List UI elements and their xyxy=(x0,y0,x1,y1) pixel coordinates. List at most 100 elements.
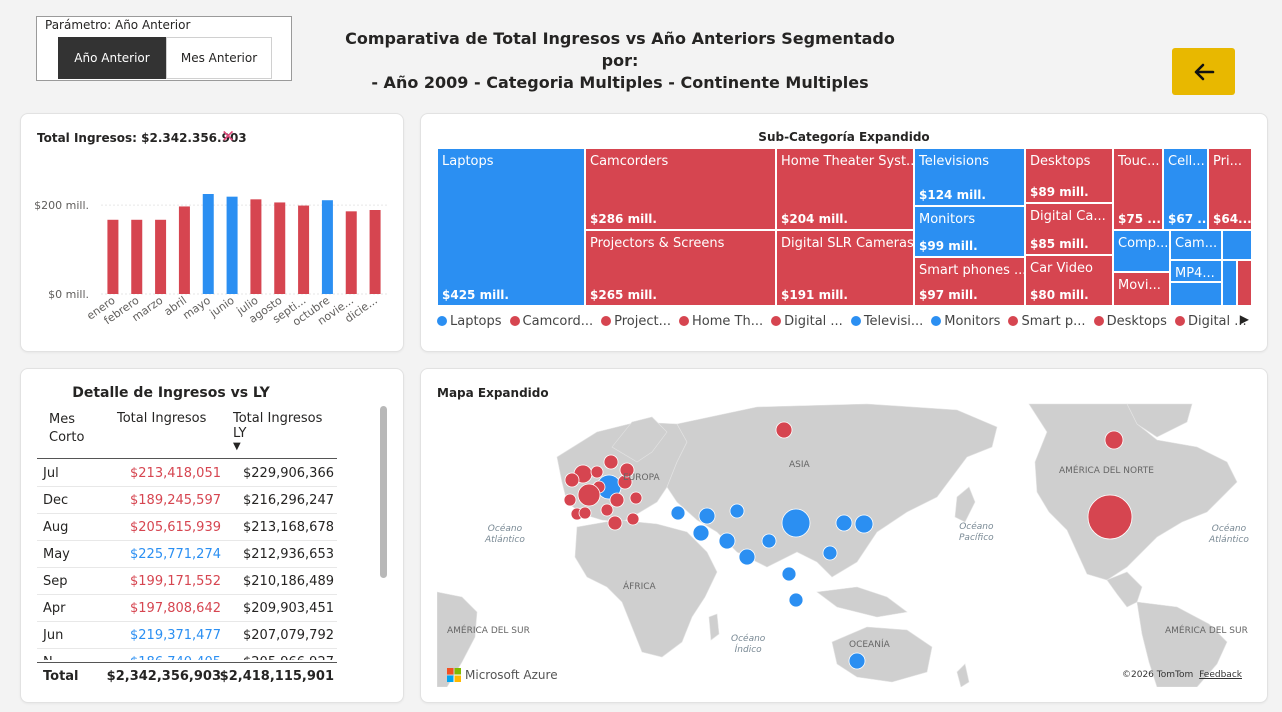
table-row[interactable]: Sep $199,171,552 $210,186,489 xyxy=(37,568,337,595)
map-bubble[interactable] xyxy=(781,508,811,538)
legend-item[interactable]: Project... xyxy=(601,314,671,329)
treemap-tile[interactable]: Smart phones ... $97 mill. xyxy=(914,257,1025,306)
treemap-tile[interactable]: Cam... xyxy=(1170,230,1222,260)
bar[interactable] xyxy=(298,205,310,294)
map-bubble[interactable] xyxy=(729,503,745,519)
treemap-tile[interactable]: Televisions $124 mill. xyxy=(914,148,1025,206)
treemap-tile[interactable]: Digital SLR Cameras $191 mill. xyxy=(776,230,914,306)
back-button[interactable] xyxy=(1172,48,1235,95)
treemap-tile[interactable]: Home Theater Syst... $204 mill. xyxy=(776,148,914,230)
legend-label: Monitors xyxy=(944,314,1001,329)
cell-ingresos: $199,171,552 xyxy=(130,574,221,589)
map-bubble[interactable] xyxy=(619,462,635,478)
legend-item[interactable]: Digital ... xyxy=(1174,314,1247,329)
bar[interactable] xyxy=(107,219,119,294)
total-ingresos: $2,342,356,903 xyxy=(106,669,221,684)
map-bubble[interactable] xyxy=(629,491,643,505)
map-bubble[interactable] xyxy=(670,505,686,521)
map-bubble[interactable] xyxy=(607,515,623,531)
map-bubble[interactable] xyxy=(1087,494,1133,540)
map-bubble[interactable] xyxy=(788,592,804,608)
treemap-tile[interactable]: Touc... $75 ... xyxy=(1113,148,1163,230)
legend-item[interactable]: Televisi... xyxy=(850,314,923,329)
map-bubble[interactable] xyxy=(738,548,756,566)
treemap-tile[interactable]: Pri... $64... xyxy=(1208,148,1252,230)
table-row[interactable]: Aug $205,615,939 $213,168,678 xyxy=(37,514,337,541)
bar[interactable] xyxy=(155,219,167,294)
treemap-tile[interactable]: Car Video $80 mill. xyxy=(1025,255,1113,306)
header-mes-corto[interactable]: Mes Corto xyxy=(49,411,84,447)
bar[interactable] xyxy=(226,196,238,294)
treemap-tile[interactable] xyxy=(1222,260,1237,306)
bar[interactable] xyxy=(202,194,214,294)
bar[interactable] xyxy=(369,210,381,294)
cell-ingresos-ly: $209,903,451 xyxy=(243,601,334,616)
map-bubble[interactable] xyxy=(564,472,580,488)
bar[interactable] xyxy=(274,202,286,294)
legend-item[interactable]: Desktops xyxy=(1093,314,1167,329)
map-bubble[interactable] xyxy=(781,566,797,582)
bar[interactable] xyxy=(250,199,262,294)
header-total-ingresos-ly[interactable]: Total Ingresos LY xyxy=(233,411,323,441)
map-bubble[interactable] xyxy=(822,545,838,561)
treemap-tile[interactable] xyxy=(1237,260,1252,306)
treemap-tile[interactable] xyxy=(1170,282,1222,306)
legend-item[interactable]: Home Th... xyxy=(679,314,763,329)
bar[interactable] xyxy=(131,219,143,294)
feedback-link[interactable]: Feedback xyxy=(1199,670,1242,680)
tile-name: Movi... xyxy=(1118,278,1161,293)
map-bubble[interactable] xyxy=(600,503,614,517)
map-bubble[interactable] xyxy=(603,454,619,470)
map-bubble[interactable] xyxy=(626,512,640,526)
bar[interactable] xyxy=(321,200,333,294)
map-bubble[interactable] xyxy=(775,421,793,439)
legend-item[interactable]: Laptops xyxy=(437,314,502,329)
option-mes-anterior-button[interactable]: Mes Anterior xyxy=(166,37,272,79)
table-scrollbar[interactable] xyxy=(380,406,387,578)
table-row[interactable]: May $225,771,274 $212,936,653 xyxy=(37,541,337,568)
table-row[interactable]: Dec $189,245,597 $216,296,247 xyxy=(37,487,337,514)
header-total-ingresos[interactable]: Total Ingresos xyxy=(117,411,207,426)
treemap-tile[interactable]: Digital Ca... $85 mill. xyxy=(1025,203,1113,255)
map-bubble[interactable] xyxy=(835,514,853,532)
treemap-tile[interactable]: Desktops $89 mill. xyxy=(1025,148,1113,203)
option-ano-anterior-button[interactable]: Año Anterior xyxy=(58,37,166,79)
treemap-tile[interactable]: Projectors & Screens $265 mill. xyxy=(585,230,776,306)
treemap-tile[interactable]: Camcorders $286 mill. xyxy=(585,148,776,230)
legend-next-arrow-icon[interactable]: ▶ xyxy=(1239,312,1249,326)
bar[interactable] xyxy=(345,211,357,294)
legend-item[interactable]: Digital ... xyxy=(771,314,843,329)
treemap-tile[interactable]: Comp... xyxy=(1113,230,1170,272)
map-bubble[interactable] xyxy=(698,507,716,525)
legend-item[interactable]: Monitors xyxy=(931,314,1000,329)
close-x-icon[interactable]: ✕ xyxy=(221,127,236,147)
microsoft-azure-logo: Microsoft Azure xyxy=(447,668,558,682)
treemap-tile[interactable]: Monitors $99 mill. xyxy=(914,206,1025,257)
table-row[interactable]: N... $186,740,405 $205,966,927 xyxy=(37,649,337,660)
table-row[interactable]: Apr $197,808,642 $209,903,451 xyxy=(37,595,337,622)
legend-item[interactable]: Smart p... xyxy=(1008,314,1086,329)
treemap-tile[interactable]: MP4... xyxy=(1170,260,1222,282)
map-bubble[interactable] xyxy=(590,465,604,479)
map-bubble[interactable] xyxy=(563,493,577,507)
table-row[interactable]: Jul $213,418,051 $229,906,366 xyxy=(37,460,337,487)
table-row[interactable]: Jun $219,371,477 $207,079,792 xyxy=(37,622,337,649)
treemap-tile[interactable]: Laptops $425 mill. xyxy=(437,148,585,306)
sort-desc-icon[interactable]: ▼ xyxy=(233,441,241,452)
map-bubble[interactable] xyxy=(761,533,777,549)
treemap-tile[interactable]: Cell... $67 ... xyxy=(1163,148,1208,230)
map-bubble[interactable] xyxy=(578,506,592,520)
legend-item[interactable]: Camcord... xyxy=(509,314,593,329)
map-bubble[interactable] xyxy=(609,492,625,508)
map-bubble[interactable] xyxy=(718,532,736,550)
map-bubble[interactable] xyxy=(848,652,866,670)
map-bubble[interactable] xyxy=(577,483,601,507)
map-bubble[interactable] xyxy=(692,524,710,542)
map-bubble[interactable] xyxy=(1104,430,1124,450)
treemap-tile[interactable]: Movi... xyxy=(1113,272,1170,306)
bar[interactable] xyxy=(178,206,190,294)
world-map[interactable]: ASIA EUROPA AMÉRICA DEL NORTE AMÉRICA DE… xyxy=(437,402,1252,687)
x-tick-label: junio xyxy=(207,294,237,321)
map-bubble[interactable] xyxy=(854,514,874,534)
treemap-tile[interactable] xyxy=(1222,230,1252,260)
